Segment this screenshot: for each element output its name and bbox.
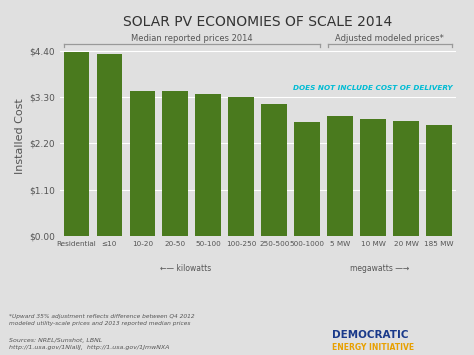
Bar bbox=[393, 121, 419, 236]
Text: *Upward 35% adjustment reflects difference between Q4 2012
modeled utility-scale: *Upward 35% adjustment reflects differen… bbox=[9, 314, 195, 326]
Text: Median reported prices 2014: Median reported prices 2014 bbox=[131, 34, 253, 43]
Text: Adjusted modeled prices*: Adjusted modeled prices* bbox=[335, 34, 444, 43]
Text: Sources: NREL/Sunshot, LBNL
http://1.usa.gov/1NlallJ,  http://1.usa.gov/1JmwNXA: Sources: NREL/Sunshot, LBNL http://1.usa… bbox=[9, 338, 170, 350]
Y-axis label: Installed Cost: Installed Cost bbox=[15, 99, 25, 174]
Bar bbox=[360, 119, 386, 236]
Text: megawatts —→: megawatts —→ bbox=[350, 264, 410, 273]
Bar bbox=[64, 52, 89, 236]
Bar bbox=[228, 97, 254, 236]
Bar bbox=[97, 54, 122, 236]
Bar bbox=[195, 94, 221, 236]
Text: DEMOCRATIC: DEMOCRATIC bbox=[332, 330, 408, 340]
Title: SOLAR PV ECONOMIES OF SCALE 2014: SOLAR PV ECONOMIES OF SCALE 2014 bbox=[123, 15, 392, 29]
Text: ←— kilowatts: ←— kilowatts bbox=[160, 264, 211, 273]
Text: DOES NOT INCLUDE COST OF DELIVERY: DOES NOT INCLUDE COST OF DELIVERY bbox=[293, 84, 453, 91]
Bar bbox=[426, 125, 452, 236]
Bar bbox=[129, 91, 155, 236]
Bar bbox=[163, 91, 188, 236]
Bar bbox=[328, 116, 353, 236]
Bar bbox=[262, 104, 287, 236]
Bar bbox=[294, 122, 320, 236]
Text: ENERGY INITIATIVE: ENERGY INITIATIVE bbox=[332, 343, 414, 351]
